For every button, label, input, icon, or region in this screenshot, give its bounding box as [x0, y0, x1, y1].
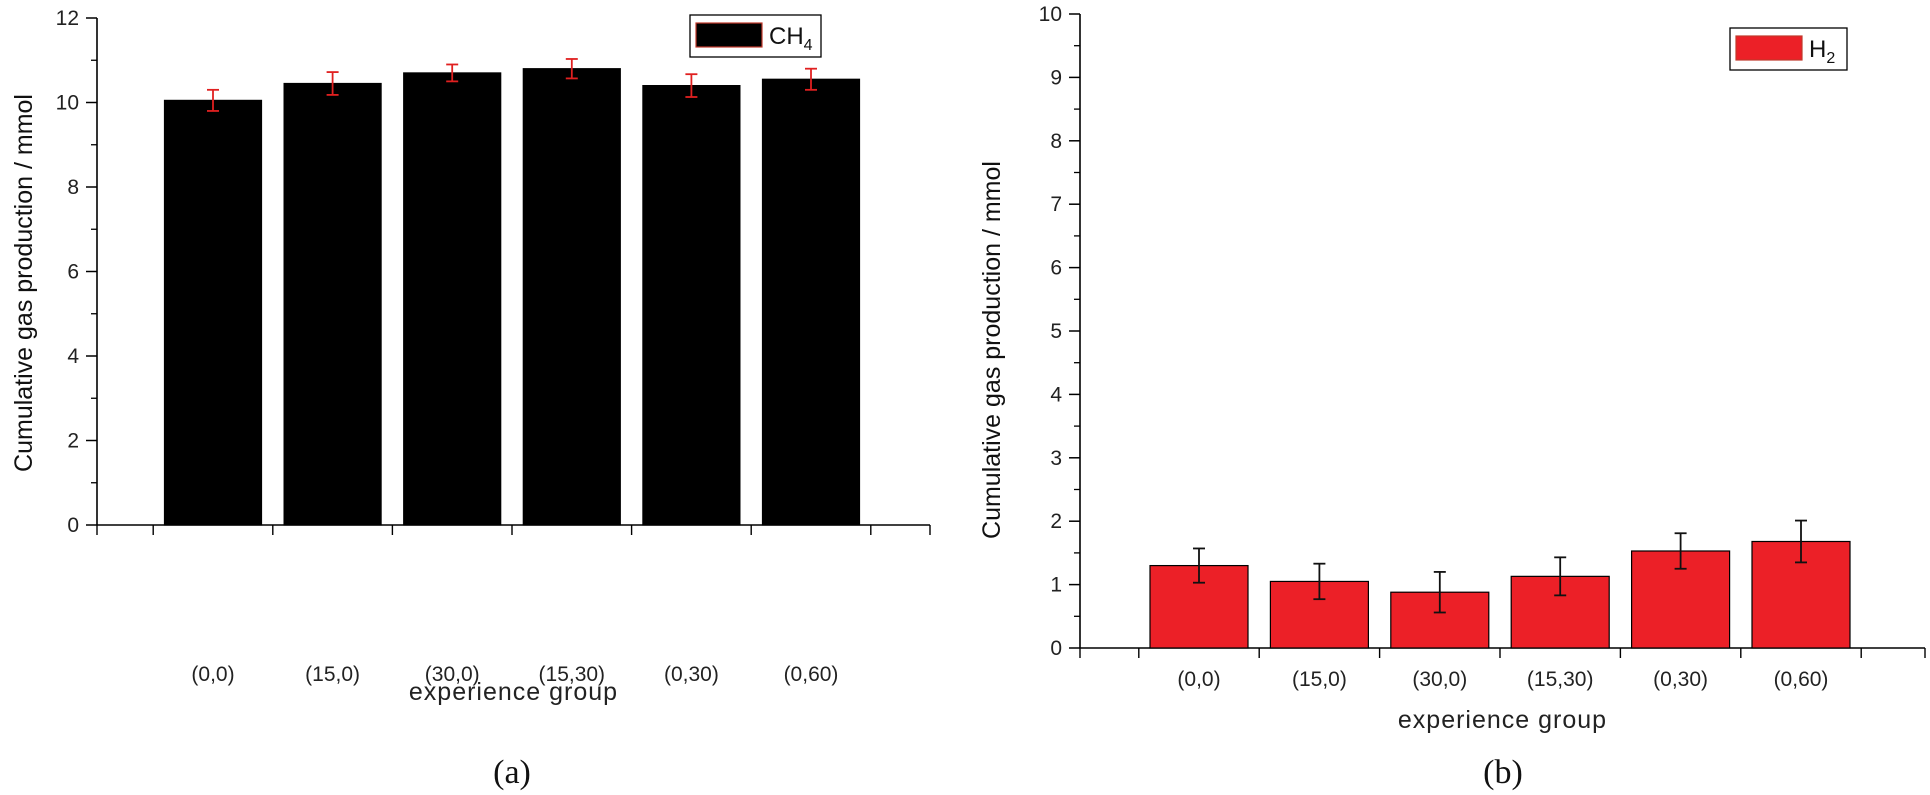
y-axis-title: Cumulative gas production / mmol [10, 94, 38, 472]
legend-swatch [695, 22, 763, 48]
legend-swatch [1735, 35, 1803, 61]
y-axis-title: Cumulative gas production / mmol [978, 161, 1006, 539]
y-tick-label: 5 [1050, 320, 1062, 343]
y-tick-label: 10 [56, 92, 79, 115]
y-tick-label: 12 [56, 7, 79, 30]
y-tick-label: 0 [1050, 637, 1062, 660]
y-tick-label: 2 [1050, 510, 1062, 533]
x-axis-title: experience group [409, 678, 618, 706]
y-tick-label: 0 [67, 514, 79, 537]
x-tick-label: (15,30) [539, 663, 606, 686]
x-tick-label: (0,30) [664, 663, 719, 686]
y-tick-label: 7 [1050, 193, 1062, 216]
y-tick-label: 6 [1050, 257, 1062, 280]
y-tick-label: 2 [67, 430, 79, 453]
panel-a-chart: 0 2 4 6 8 10 12 (0,0) (15,0) (30,0) (15,30) (0,30) (… [10, 7, 931, 791]
y-tick-label: 8 [1050, 130, 1062, 153]
x-tick-label: (0,60) [1774, 668, 1829, 691]
bar [163, 99, 263, 526]
x-tick-label: (0,0) [1177, 668, 1220, 691]
bar [761, 78, 861, 526]
x-tick-label: (0,60) [784, 663, 839, 686]
bar [522, 68, 621, 526]
x-tick-label: (30,0) [425, 663, 480, 686]
y-tick-label: 4 [1050, 383, 1062, 406]
bar [403, 72, 502, 526]
bar [642, 84, 741, 526]
panel-caption: (a) [493, 754, 531, 791]
y-tick-label: 4 [67, 345, 79, 368]
legend-label: H2 [1809, 36, 1835, 67]
bar [283, 82, 382, 526]
y-tick-label: 8 [67, 176, 79, 199]
legend-label: CH4 [769, 23, 813, 54]
y-tick-label: 9 [1050, 66, 1062, 89]
y-tick-label: 10 [1039, 3, 1062, 26]
x-tick-label: (15,0) [305, 663, 360, 686]
x-tick-label: (30,0) [1412, 668, 1467, 691]
panel-caption: (b) [1483, 754, 1523, 791]
x-tick-label: (0,30) [1653, 668, 1708, 691]
y-tick-label: 3 [1050, 447, 1062, 470]
y-tick-label: 1 [1050, 574, 1062, 597]
panel-b-chart: 0 1 2 3 4 5 6 7 8 9 10 (0,0) (15,0) (30,0) (15,30) (0,3… [978, 3, 1926, 791]
x-tick-label: (15,30) [1527, 668, 1594, 691]
y-tick-label: 6 [67, 261, 79, 284]
x-tick-label: (15,0) [1292, 668, 1347, 691]
x-tick-label: (0,0) [191, 663, 234, 686]
x-axis-title: experience group [1398, 706, 1607, 734]
